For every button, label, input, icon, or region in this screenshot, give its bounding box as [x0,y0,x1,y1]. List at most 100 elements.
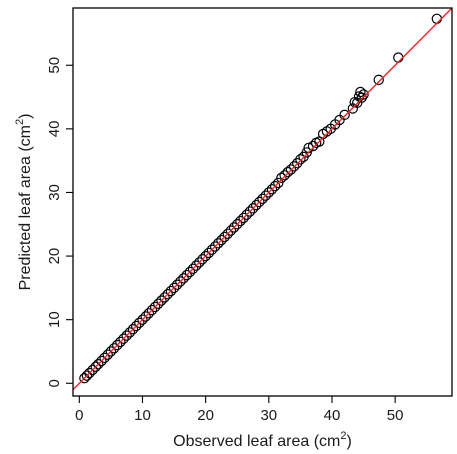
x-axis: 0 10 20 30 40 50 [75,396,403,424]
data-point [108,343,120,354]
data-point [358,89,369,100]
data-point [93,359,104,370]
data-point [431,13,443,25]
data-point [172,279,183,290]
data-point [162,289,173,300]
data-point [260,190,271,201]
x-tick-label: 10 [134,407,151,424]
data-point [301,147,312,158]
data-point [356,92,367,103]
data-point [134,317,145,329]
x-tick-label: 20 [197,407,214,424]
data-point [156,295,167,306]
data-point [250,199,262,211]
data-point [206,244,218,255]
data-point [159,292,170,303]
data-point [105,346,117,357]
data-point [140,311,151,322]
x-tick-label: 40 [324,407,341,424]
data-point [102,349,113,360]
data-point [153,298,164,309]
data-point [257,193,268,205]
y-tick-label: 40 [46,121,63,138]
data-point [393,52,404,63]
data-point [263,187,275,198]
data-point [266,184,278,195]
data-point [269,180,281,192]
data-point [143,308,154,319]
data-point [282,166,293,178]
reference-line [73,8,452,391]
y-tick-label: 20 [46,248,63,265]
data-point [190,260,202,271]
y-tick-label: 30 [46,184,63,201]
data-point [149,301,161,313]
data-point [228,222,240,233]
plot-marks [73,8,452,391]
data-point [279,170,290,181]
data-point [241,209,252,220]
data-point [209,241,221,252]
data-point [254,196,265,208]
data-point [96,355,107,367]
data-point [288,161,300,172]
data-point [115,336,126,348]
data-point [118,333,129,344]
data-point [165,285,177,297]
y-axis-title-close: ) [17,114,34,119]
data-point [273,177,284,189]
data-point [124,327,136,338]
y-axis-title-main: Predicted leaf area (cm [17,125,34,290]
data-point [112,339,123,351]
data-point [175,276,186,287]
data-point [99,352,110,364]
data-point [373,74,384,86]
data-point [127,324,139,335]
data-point [222,228,233,239]
data-point [178,273,189,284]
data-point [285,164,297,175]
data-point [87,364,98,376]
y-tick-label: 10 [46,311,63,328]
data-point [216,234,227,246]
data-point [339,109,350,121]
data-point [225,225,237,236]
x-axis-title-close: ) [346,433,351,450]
x-tick-label: 50 [387,407,404,424]
data-point [219,231,230,243]
data-point [235,215,246,227]
data-point [244,206,256,217]
data-point [203,247,215,259]
data-point [81,370,93,381]
y-tick-label: 50 [46,57,63,74]
data-point [213,238,224,249]
y-axis: 0 10 20 30 40 50 [46,57,73,387]
y-tick-label: 0 [46,379,63,387]
data-point [130,320,142,332]
data-point [247,203,259,214]
data-point [121,330,132,341]
data-point [181,269,192,281]
y-axis-title: Predicted leaf area (cm2) [14,114,34,291]
data-point [238,212,249,224]
data-point [355,86,366,98]
data-point [90,361,101,372]
x-axis-title-main: Observed leaf area (cm [173,433,340,450]
data-point [84,367,95,379]
x-tick-label: 0 [75,407,83,424]
data-point [276,172,287,184]
y-axis-title-sup: 2 [14,119,26,125]
data-point [292,157,303,169]
x-axis-title-sup: 2 [340,430,346,442]
data-point [194,257,205,268]
data-point [295,154,306,165]
data-point [137,314,148,325]
data-point [200,250,211,262]
data-point [168,282,180,294]
data-point [184,266,196,278]
plot-frame [72,7,453,397]
data-point [187,263,199,274]
data-point [232,219,243,230]
data-point [197,254,208,265]
